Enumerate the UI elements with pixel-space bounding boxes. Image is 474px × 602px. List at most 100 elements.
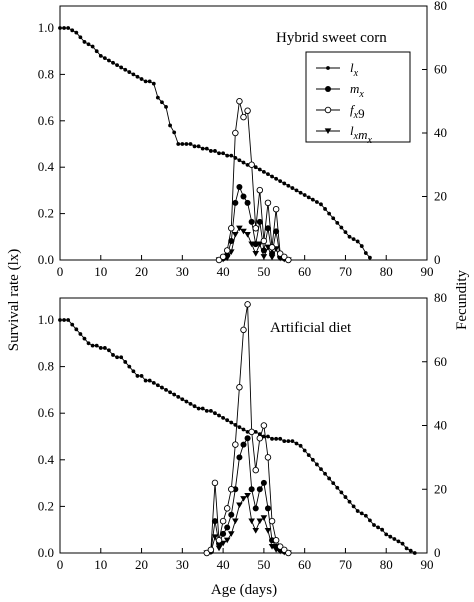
legend-marker	[326, 66, 330, 70]
y-tick-label: 0.4	[38, 452, 55, 467]
data-point-lx	[331, 481, 336, 485]
data-point-lx	[327, 476, 332, 481]
data-point-lx	[164, 104, 168, 109]
y-axis-right-label: Fecundity	[454, 270, 470, 330]
data-point-lx	[359, 244, 364, 248]
x-tick-label: 80	[380, 557, 393, 572]
x-tick-label: 30	[176, 264, 189, 279]
data-point-lx	[200, 146, 205, 151]
data-point-lx	[208, 149, 213, 153]
data-point-lx	[184, 399, 189, 404]
data-point-lx	[229, 153, 234, 158]
data-point-lx	[298, 190, 303, 195]
data-point-fx9	[256, 186, 264, 194]
data-point-fx9	[264, 454, 272, 461]
data-point-lx	[168, 123, 173, 128]
data-point-fx9	[240, 326, 247, 334]
data-point-mx	[256, 218, 263, 225]
data-point-lx	[168, 390, 173, 395]
data-point-lx	[107, 58, 111, 63]
data-point-lx	[127, 70, 132, 74]
data-point-lxmx	[256, 518, 264, 525]
data-point-mx	[236, 183, 243, 190]
data-point-lx	[282, 439, 287, 444]
data-point-lx	[58, 318, 62, 322]
data-point-lx	[131, 72, 136, 77]
legend-label: mx	[350, 81, 364, 100]
data-point-lx	[315, 462, 319, 467]
data-point-lx	[74, 327, 79, 332]
data-point-lx	[323, 471, 327, 476]
data-point-lx	[111, 353, 115, 357]
data-point-lx	[335, 485, 340, 490]
x-tick-label: 20	[135, 264, 148, 279]
data-point-lxmx	[252, 528, 260, 534]
data-point-lx	[66, 318, 71, 322]
data-point-lx	[278, 179, 283, 184]
data-point-mx	[240, 441, 247, 448]
data-point-lx	[151, 381, 156, 385]
y-tick-label: 0.8	[38, 66, 54, 81]
y-right-tick-label: 20	[434, 189, 447, 204]
data-point-lxmx	[240, 496, 247, 502]
data-point-lx	[355, 239, 360, 244]
data-point-lx	[66, 26, 71, 30]
x-tick-label: 80	[380, 264, 393, 279]
x-tick-label: 60	[298, 557, 311, 572]
data-point-lx	[102, 56, 107, 61]
data-point-fx9	[244, 301, 251, 308]
data-point-fx9	[260, 422, 268, 429]
data-point-lx	[335, 220, 340, 225]
y-tick-label: 1.0	[38, 312, 54, 327]
series-line-fx9	[206, 304, 289, 554]
y-right-tick-label: 40	[434, 418, 447, 433]
y-right-tick-label: 80	[434, 290, 447, 305]
data-point-lx	[155, 95, 160, 100]
x-tick-label: 50	[257, 557, 270, 572]
data-point-lx	[372, 523, 376, 527]
data-point-lx	[180, 397, 185, 402]
y-tick-label: 0.6	[38, 405, 55, 420]
data-point-lx	[221, 151, 226, 156]
x-tick-label: 0	[57, 264, 64, 279]
data-point-lxmx	[223, 537, 231, 544]
data-point-lx	[241, 160, 246, 165]
data-point-lx	[62, 318, 66, 322]
data-point-fx9	[232, 441, 239, 448]
data-point-lx	[319, 202, 323, 207]
data-point-lx	[123, 360, 128, 364]
data-point-fx9	[207, 546, 215, 554]
data-point-lx	[327, 211, 332, 216]
data-point-lx	[298, 443, 303, 448]
legend-label: fx9	[350, 102, 365, 121]
data-point-lx	[58, 26, 62, 30]
data-point-mx	[252, 505, 259, 512]
data-point-lx	[302, 448, 307, 453]
data-point-fx9	[285, 549, 292, 557]
data-point-lx	[339, 490, 344, 495]
data-point-fx9	[236, 384, 243, 391]
data-point-mx	[248, 218, 255, 225]
data-point-fx9	[228, 224, 235, 232]
data-point-lx	[294, 188, 299, 193]
data-point-fx9	[285, 256, 292, 264]
data-point-lxmx	[232, 518, 239, 525]
series-line-fx9	[218, 101, 289, 261]
data-point-lxmx	[236, 502, 243, 509]
data-point-lx	[253, 165, 258, 170]
data-point-fx9	[260, 237, 268, 245]
data-point-lx	[359, 511, 364, 516]
data-point-lx	[290, 439, 295, 444]
data-point-lx	[70, 28, 75, 33]
y-tick-label: 1.0	[38, 20, 54, 35]
data-point-lx	[306, 453, 311, 458]
legend-marker	[324, 106, 332, 114]
data-point-lx	[111, 60, 115, 65]
data-point-lxmx	[252, 251, 260, 257]
data-point-mx	[256, 486, 263, 493]
y-tick-label: 0.4	[38, 159, 55, 174]
data-point-fx9	[228, 486, 235, 493]
data-point-lx	[339, 225, 344, 230]
data-point-lx	[310, 457, 315, 462]
